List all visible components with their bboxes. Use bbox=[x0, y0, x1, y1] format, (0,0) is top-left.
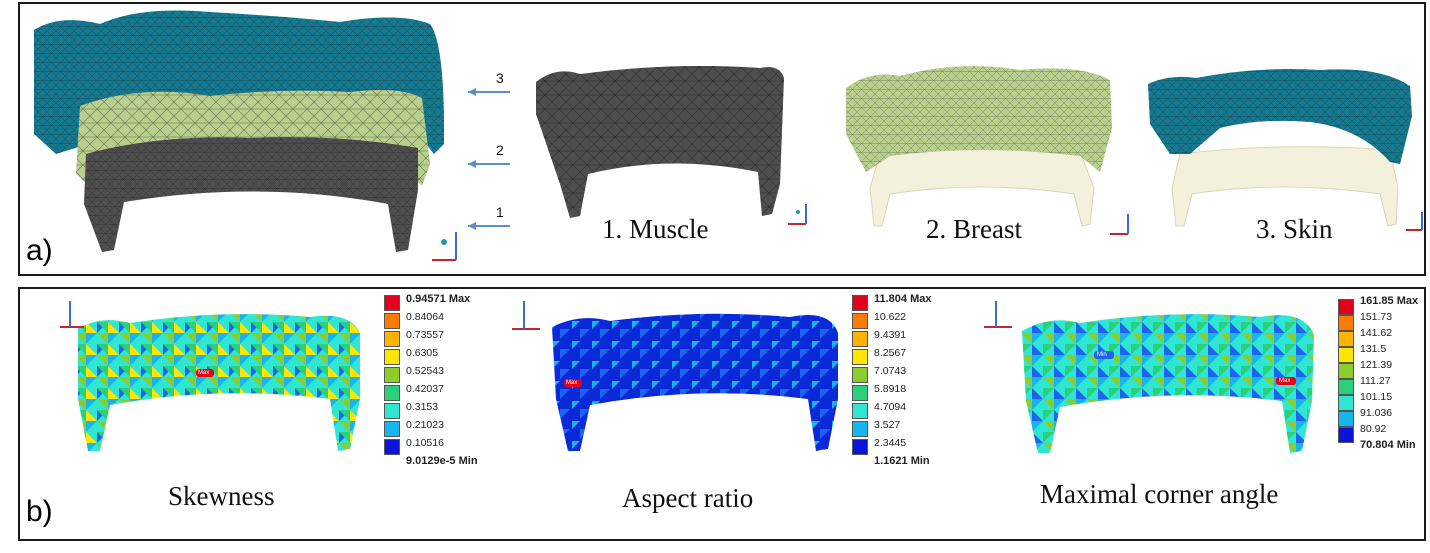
legend-value: 0.84064 bbox=[406, 311, 444, 323]
legend-value: 3.527 bbox=[874, 419, 901, 431]
legend-value: 70.804 Min bbox=[1360, 439, 1416, 451]
panel-a-figure bbox=[34, 10, 1423, 261]
legend-value: 121.39 bbox=[1360, 359, 1393, 371]
label-skewness: Skewness bbox=[168, 481, 275, 511]
legend-value: 0.6305 bbox=[406, 347, 439, 359]
corner-angle-model bbox=[984, 301, 1314, 453]
legend-value: 0.3153 bbox=[406, 401, 439, 413]
legend-value: 0.94571 Max bbox=[406, 293, 471, 305]
legend-value: 131.5 bbox=[1360, 343, 1387, 355]
legend-value: 151.73 bbox=[1360, 311, 1393, 323]
legend-value: 0.73557 bbox=[406, 329, 444, 341]
combined-mesh-model bbox=[34, 10, 445, 252]
legend-value: 161.85 Max bbox=[1360, 295, 1419, 307]
panel-b: 0.94571 Max 0.84064 0.73557 0.6305 0.525… bbox=[18, 287, 1426, 541]
aspect-ratio-model bbox=[512, 301, 838, 451]
axis-triad-icon bbox=[432, 232, 457, 261]
arrow-number-1: 1 bbox=[496, 204, 504, 220]
legend-value: 91.036 bbox=[1360, 407, 1393, 419]
legend-value: 0.21023 bbox=[406, 419, 444, 431]
muscle-mesh-model bbox=[536, 66, 784, 218]
legend-value: 10.622 bbox=[874, 311, 907, 323]
skewness-model bbox=[60, 301, 360, 451]
skin-mesh-model bbox=[1148, 69, 1412, 227]
label-skin: 3. Skin bbox=[1256, 214, 1333, 244]
arrow-number-3: 3 bbox=[496, 70, 504, 86]
panel-a-tag: a) bbox=[26, 234, 53, 267]
panel-b-tag: b) bbox=[26, 495, 53, 528]
legend-value: 9.4391 bbox=[874, 329, 907, 341]
panel-a: 3 2 1 1. Muscle 2. Breast 3. Skin a) bbox=[18, 2, 1426, 276]
min-marker-angle: Min bbox=[1097, 352, 1107, 358]
axis-triad-icon bbox=[1110, 214, 1129, 235]
max-marker-angle: Max bbox=[1279, 378, 1291, 384]
axis-triad-icon bbox=[788, 204, 807, 225]
label-breast: 2. Breast bbox=[926, 214, 1022, 244]
layer-arrows bbox=[468, 88, 510, 230]
legend-value: 2.3445 bbox=[874, 437, 907, 449]
panel-b-figure bbox=[60, 301, 1314, 453]
legend-value: 5.8918 bbox=[874, 383, 907, 395]
legend-value: 0.42037 bbox=[406, 383, 444, 395]
legend-value: 0.52543 bbox=[406, 365, 444, 377]
max-marker-skewness: Max bbox=[198, 370, 210, 376]
label-maximal-corner-angle: Maximal corner angle bbox=[1040, 479, 1279, 509]
arrow-number-2: 2 bbox=[496, 142, 504, 158]
legend-value: 141.62 bbox=[1360, 327, 1393, 339]
legend-value: 9.0129e-5 Min bbox=[406, 455, 478, 467]
legend-value: 11.804 Max bbox=[874, 293, 932, 305]
label-muscle: 1. Muscle bbox=[602, 214, 709, 244]
legend-value: 80.92 bbox=[1360, 423, 1387, 435]
label-aspect-ratio: Aspect ratio bbox=[622, 483, 754, 513]
legend-value: 7.0743 bbox=[874, 365, 907, 377]
legend-value: 1.1621 Min bbox=[874, 455, 930, 467]
axis-triad-icon bbox=[1406, 212, 1423, 231]
legend-value: 101.15 bbox=[1360, 391, 1393, 403]
legend-value: 4.7094 bbox=[874, 401, 907, 413]
legend-value: 0.10516 bbox=[406, 437, 444, 449]
legend-value: 111.27 bbox=[1360, 375, 1391, 387]
breast-mesh-model bbox=[846, 66, 1112, 227]
max-marker-aspect: Max bbox=[566, 380, 578, 386]
legend-value: 8.2567 bbox=[874, 347, 907, 359]
